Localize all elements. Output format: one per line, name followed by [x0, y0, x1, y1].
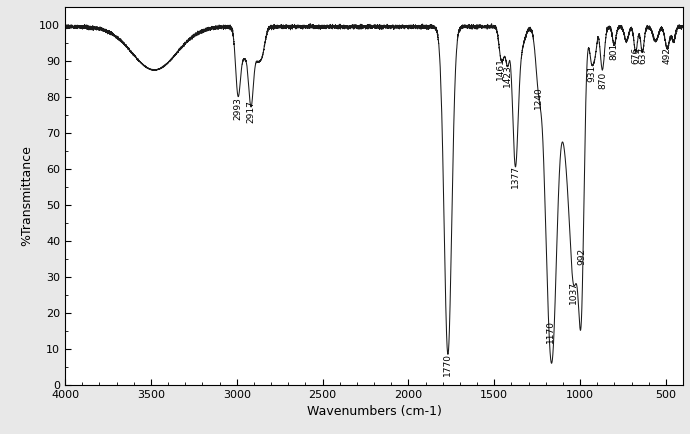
Text: 992: 992: [577, 248, 586, 265]
Text: 1240: 1240: [534, 86, 544, 109]
Text: 492: 492: [663, 46, 672, 63]
Text: 2917: 2917: [246, 101, 255, 123]
Text: 1461: 1461: [496, 57, 506, 80]
Text: 637: 637: [638, 46, 647, 64]
Y-axis label: %Transmittance: %Transmittance: [21, 145, 34, 247]
Text: 1423: 1423: [503, 65, 512, 87]
Text: 801: 801: [610, 43, 619, 60]
Text: 870: 870: [598, 72, 607, 89]
Text: 676: 676: [631, 46, 640, 64]
Text: 1377: 1377: [511, 165, 520, 188]
Text: 931: 931: [587, 65, 596, 82]
Text: 1170: 1170: [546, 320, 555, 343]
Text: 1770: 1770: [444, 352, 453, 375]
X-axis label: Wavenumbers (cm-1): Wavenumbers (cm-1): [306, 405, 442, 418]
Text: 2993: 2993: [233, 97, 242, 120]
Text: 1037: 1037: [569, 280, 578, 303]
